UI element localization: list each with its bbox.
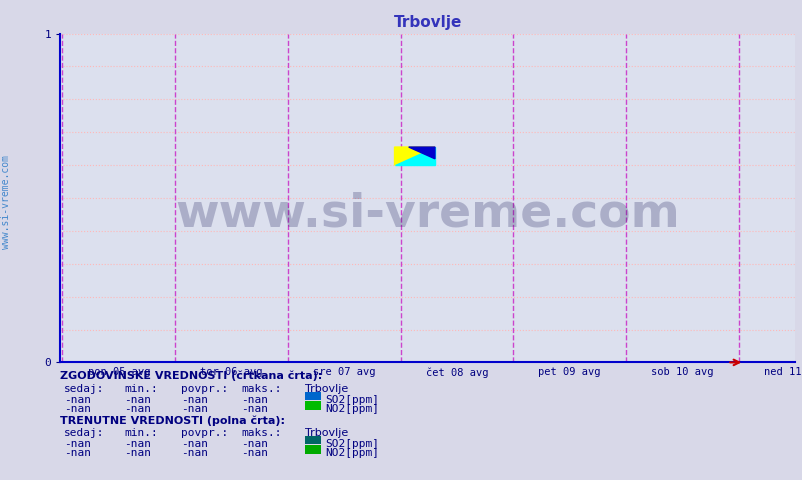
- Text: www.si-vreme.com: www.si-vreme.com: [2, 155, 11, 249]
- Text: min.:: min.:: [124, 428, 158, 438]
- Text: Trbovlje: Trbovlje: [305, 428, 348, 438]
- Text: SO2[ppm]: SO2[ppm]: [325, 395, 379, 405]
- Polygon shape: [408, 147, 435, 159]
- Text: -nan: -nan: [180, 404, 208, 414]
- Text: -nan: -nan: [180, 395, 208, 405]
- Text: NO2[ppm]: NO2[ppm]: [325, 448, 379, 458]
- Text: -nan: -nan: [241, 448, 268, 458]
- Text: NO2[ppm]: NO2[ppm]: [325, 404, 379, 414]
- Text: -nan: -nan: [241, 395, 268, 405]
- Text: -nan: -nan: [64, 439, 91, 449]
- Text: -nan: -nan: [241, 439, 268, 449]
- Text: -nan: -nan: [241, 404, 268, 414]
- Text: min.:: min.:: [124, 384, 158, 394]
- Text: sedaj:: sedaj:: [64, 384, 104, 394]
- Text: -nan: -nan: [124, 448, 152, 458]
- Text: www.si-vreme.com: www.si-vreme.com: [175, 192, 679, 237]
- Text: -nan: -nan: [124, 395, 152, 405]
- Text: sedaj:: sedaj:: [64, 428, 104, 438]
- Text: ZGODOVINSKE VREDNOSTI (črtkana črta):: ZGODOVINSKE VREDNOSTI (črtkana črta):: [60, 371, 322, 381]
- Text: povpr.:: povpr.:: [180, 428, 228, 438]
- Text: -nan: -nan: [180, 439, 208, 449]
- Text: -nan: -nan: [64, 395, 91, 405]
- Text: povpr.:: povpr.:: [180, 384, 228, 394]
- Text: -nan: -nan: [64, 448, 91, 458]
- Text: maks.:: maks.:: [241, 428, 281, 438]
- Text: -nan: -nan: [124, 439, 152, 449]
- Text: Trbovlje: Trbovlje: [305, 384, 348, 394]
- Title: Trbovlje: Trbovlje: [393, 15, 461, 30]
- Text: -nan: -nan: [64, 404, 91, 414]
- Text: -nan: -nan: [124, 404, 152, 414]
- Polygon shape: [394, 147, 435, 165]
- Text: -nan: -nan: [180, 448, 208, 458]
- Text: maks.:: maks.:: [241, 384, 281, 394]
- Text: TRENUTNE VREDNOSTI (polna črta):: TRENUTNE VREDNOSTI (polna črta):: [60, 415, 285, 426]
- Polygon shape: [394, 147, 435, 165]
- Text: SO2[ppm]: SO2[ppm]: [325, 439, 379, 449]
